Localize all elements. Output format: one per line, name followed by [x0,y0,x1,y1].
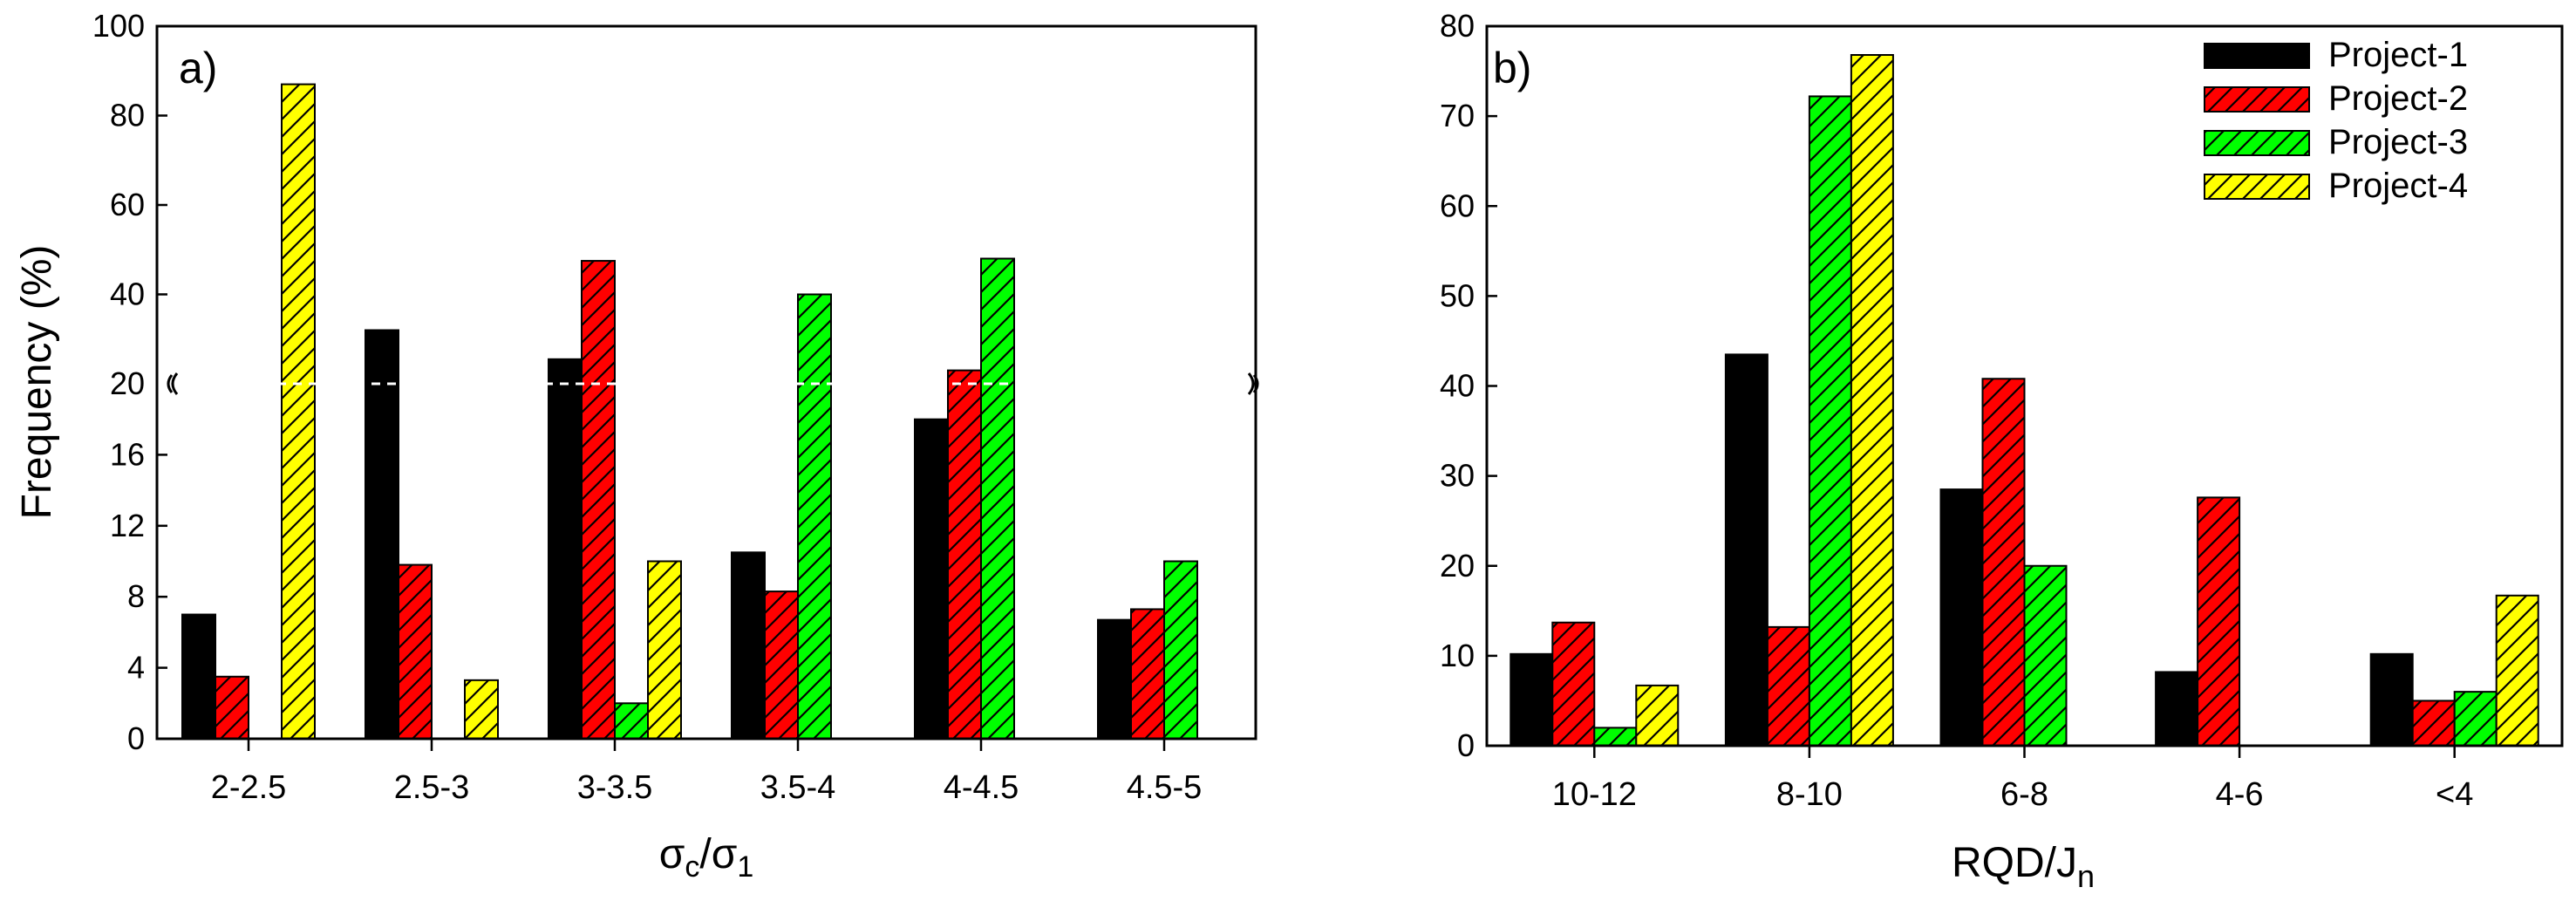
panel-b-xtick-label: 10-12 [1552,776,1637,813]
panel-a-bar-2.5-3-s4-hatch [465,679,498,739]
panel-a-break-label: 20 [110,365,145,401]
panel-a-bar-3-3.5-s3-hatch [615,703,648,739]
panel-a-y-axis-label: Frequency (%) [14,245,60,520]
panel-b-ytick-label: 20 [1440,548,1475,584]
panel-a-xtick-label: 3.5-4 [760,769,836,806]
panel-a-plot-frame [155,24,1257,741]
panel-a-bar-2.5-3-s2-hatch [399,564,432,739]
panel-a-bar-2-2.5-s2-hatch [215,676,249,739]
panel-a-bar-4.5-5-s2-hatch [1131,609,1164,739]
legend-label-project-4: Project-4 [2328,167,2468,205]
legend-swatch-hatch-2 [2205,87,2309,112]
panel-a-ytick-label: 16 [110,436,145,472]
panel-b-xtick-label: <4 [2436,776,2473,813]
panel-a-bar-2-2.5-s4-hatch [282,84,315,739]
panel-b-bar-8-10-s4-hatch [1850,55,1893,746]
panel-b-legend: Project-1 Project-2 Project-3 Project-4 [2204,36,2468,205]
panel-a-bar-4.5-5-s3-hatch [1164,561,1197,739]
panel-a-ytick-label: 0 [127,720,145,756]
panel-a-ytick-label: 12 [110,508,145,543]
panel-a-bar-3.5-4-s1 [731,551,766,741]
panel-b: 0 10 20 30 40 50 60 70 80 10-12 8-10 6-8 4-6 <4 b) R… [1440,8,2564,894]
panel-a-ytick-label: 4 [127,650,145,686]
panel-b-bar-6-8-s1 [1939,488,1984,747]
panel-b-ytick-label: 10 [1440,638,1475,673]
panel-b-ytick-label: 0 [1457,727,1475,763]
axis-break-left-icon [167,372,179,395]
panel-a-ytick-label: 100 [92,8,145,44]
panel-a-x-ticks: 2-2.5 2.5-3 3-3.5 3.5-4 4-4.5 4.5-5 [211,739,1203,806]
panel-a-bar-2-2.5-s1 [181,613,216,740]
panel-a-ytick-label: 8 [127,578,145,614]
panel-a-bar-4-4.5-s2-hatch [948,370,981,739]
panel-b-ytick-label: 50 [1440,277,1475,313]
panel-b-xtick-label: 6-8 [2000,776,2048,813]
panel-b-bar-10-12-s1 [1509,652,1554,747]
panel-a-xtick-label: 3-3.5 [577,769,653,806]
panel-b-x-ticks: 10-12 8-10 6-8 4-6 <4 [1552,746,2473,813]
panel-a-bar-4-4.5-s3-hatch [981,258,1014,739]
panel-b-bar-4-6-s1 [2155,671,2199,747]
panel-b-bar-<4-s2-hatch [2412,700,2455,746]
panel-a-xtick-label: 4.5-5 [1127,769,1203,806]
panel-b-bar-8-10-s3-hatch [1809,96,1851,746]
legend-swatch-hatch-4 [2205,174,2309,199]
axis-break-right-icon [1247,372,1259,395]
legend-label-project-3: Project-3 [2328,123,2468,161]
panel-b-bar-10-12-s3-hatch [1594,727,1637,746]
panel-b-y-ticks: 0 10 20 30 40 50 60 70 80 [1440,8,1497,763]
panel-b-ytick-label: 70 [1440,98,1475,133]
panel-b-xtick-label: 8-10 [1776,776,1843,813]
panel-b-bars [1509,54,2539,747]
panel-a-ytick-label: 80 [110,98,145,133]
panel-a-bar-4.5-5-s1 [1097,618,1132,741]
panel-b-ytick-label: 60 [1440,188,1475,223]
panel-b-bar-8-10-s1 [1724,353,1768,747]
legend-label-project-1: Project-1 [2328,36,2468,74]
panel-a-ytick-label: 40 [110,276,145,312]
legend-swatch-project-1 [2204,43,2310,69]
panel-b-label: b) [1493,44,1531,92]
panel-b-bar-8-10-s2-hatch [1767,626,1809,746]
panel-a-bar-2.5-3-s1 [365,329,399,740]
panel-a-bar-3-3.5-s4-hatch [648,561,681,739]
panel-b-bar-<4-s4-hatch [2496,595,2539,746]
panel-a-y-ticks: 0 4 8 12 16 40 60 80 100 20 [92,8,167,756]
legend-label-project-2: Project-2 [2328,79,2468,118]
panel-a-bar-4-4.5-s1 [914,418,949,740]
panel-b-bar-10-12-s4-hatch [1636,685,1679,746]
panel-a-ytick-label: 60 [110,187,145,222]
panel-b-ytick-label: 40 [1440,368,1475,404]
panel-b-bar-10-12-s2-hatch [1552,622,1595,746]
panel-a-xtick-label: 2-2.5 [211,769,287,806]
panel-b-bar-6-8-s3-hatch [2024,565,2067,746]
panel-b-plot-frame [1485,24,2564,747]
panel-b-bar-6-8-s2-hatch [1982,379,2025,746]
panel-a-xtick-label: 2.5-3 [394,769,470,806]
panel-b-bar-<4-s3-hatch [2454,692,2497,746]
panel-b-xtick-label: 4-6 [2216,776,2264,813]
panel-a-x-axis-label: σc/σ1 [659,831,754,884]
panel-a-xtick-label: 4-4.5 [944,769,1019,806]
panel-a-bar-3.5-4-s2-hatch [765,591,798,739]
panel-a: 0 4 8 12 16 40 60 80 100 20 2-2.5 2.5-3 3-3.5 3.5-4 4… [14,8,1259,884]
panel-b-x-axis-label: RQD/Jn [1952,840,2095,894]
panel-a-axis-break [167,372,1259,395]
panel-b-bar-4-6-s2-hatch [2198,497,2240,746]
panel-b-ytick-label: 80 [1440,8,1475,44]
legend-swatch-hatch-3 [2205,131,2309,155]
panel-b-ytick-label: 30 [1440,458,1475,494]
panel-a-bar-3-3.5-s1 [548,358,583,740]
panel-a-bar-3-3.5-s2-hatch [582,261,615,739]
panel-b-bar-<4-s1 [2369,652,2414,747]
panel-a-label: a) [179,44,217,92]
panel-a-bars [181,83,1198,741]
panel-a-bar-3.5-4-s3-hatch [798,294,831,739]
